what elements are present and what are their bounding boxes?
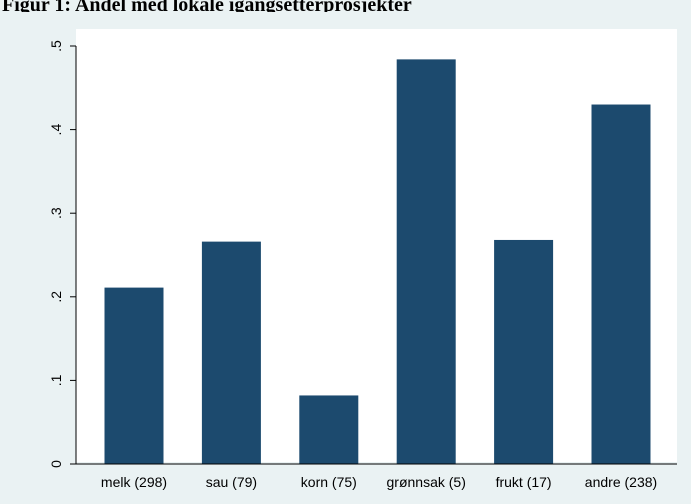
bar-0 <box>104 287 164 464</box>
x-tick-label: melk (298) <box>101 474 167 490</box>
x-tick-label: sau (79) <box>206 474 257 490</box>
y-axis-ticks: 0 .1 .2 .3 .4 .5 <box>48 40 76 468</box>
plot-area <box>76 29 677 462</box>
x-axis-labels: melk (298) sau (79) korn (75) grønnsak (5) f… <box>101 474 657 490</box>
y-tick-label: .5 <box>48 40 64 52</box>
x-tick-label: andre (238) <box>585 474 657 490</box>
y-tick-label: .3 <box>48 207 64 219</box>
bars-group <box>104 59 651 465</box>
bar-5 <box>591 104 651 465</box>
y-tick-label: .4 <box>48 124 64 136</box>
bar-2 <box>299 395 359 464</box>
x-tick-label: frukt (17) <box>496 474 552 490</box>
x-tick-label: korn (75) <box>301 474 357 490</box>
y-tick-label: .1 <box>48 374 64 386</box>
chart-title: Figur 1: Andel med lokale igangsetterpro… <box>2 0 412 12</box>
x-tick-label: grønnsak (5) <box>387 474 466 490</box>
y-tick-label: .2 <box>48 291 64 303</box>
bar-3 <box>396 59 456 464</box>
y-tick-label: 0 <box>48 460 64 468</box>
bar-4 <box>494 239 554 464</box>
bar-1 <box>201 241 261 464</box>
